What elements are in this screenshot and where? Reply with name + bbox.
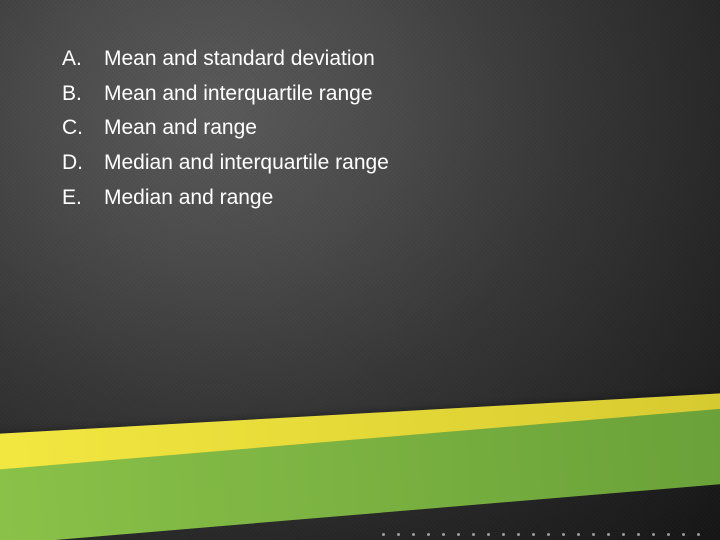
decorative-dots bbox=[382, 533, 700, 536]
dot-icon bbox=[577, 533, 580, 536]
stripe-green bbox=[0, 405, 720, 540]
dot-icon bbox=[382, 533, 385, 536]
option-text: Mean and interquartile range bbox=[104, 77, 373, 112]
dot-icon bbox=[532, 533, 535, 536]
dot-icon bbox=[517, 533, 520, 536]
dot-icon bbox=[622, 533, 625, 536]
option-text: Mean and range bbox=[104, 111, 257, 146]
option-letter: A. bbox=[62, 42, 104, 77]
dot-icon bbox=[607, 533, 610, 536]
dot-icon bbox=[547, 533, 550, 536]
option-text: Mean and standard deviation bbox=[104, 42, 375, 77]
option-b: B. Mean and interquartile range bbox=[62, 77, 389, 112]
option-letter: D. bbox=[62, 146, 104, 181]
dot-icon bbox=[397, 533, 400, 536]
dot-icon bbox=[562, 533, 565, 536]
slide: A. Mean and standard deviation B. Mean a… bbox=[0, 0, 720, 540]
dot-icon bbox=[472, 533, 475, 536]
dot-icon bbox=[502, 533, 505, 536]
dot-icon bbox=[457, 533, 460, 536]
dot-icon bbox=[682, 533, 685, 536]
option-d: D. Median and interquartile range bbox=[62, 146, 389, 181]
option-letter: C. bbox=[62, 111, 104, 146]
dot-icon bbox=[637, 533, 640, 536]
dot-icon bbox=[697, 533, 700, 536]
dot-icon bbox=[652, 533, 655, 536]
option-letter: E. bbox=[62, 181, 104, 216]
dot-icon bbox=[427, 533, 430, 536]
dot-icon bbox=[487, 533, 490, 536]
option-text: Median and range bbox=[104, 181, 273, 216]
decorative-stripes bbox=[0, 425, 720, 540]
option-letter: B. bbox=[62, 77, 104, 112]
option-c: C. Mean and range bbox=[62, 111, 389, 146]
dot-icon bbox=[592, 533, 595, 536]
dot-icon bbox=[412, 533, 415, 536]
stripe-yellow bbox=[0, 390, 720, 518]
options-list: A. Mean and standard deviation B. Mean a… bbox=[62, 42, 389, 215]
dot-icon bbox=[667, 533, 670, 536]
dot-icon bbox=[442, 533, 445, 536]
option-a: A. Mean and standard deviation bbox=[62, 42, 389, 77]
option-text: Median and interquartile range bbox=[104, 146, 389, 181]
option-e: E. Median and range bbox=[62, 181, 389, 216]
